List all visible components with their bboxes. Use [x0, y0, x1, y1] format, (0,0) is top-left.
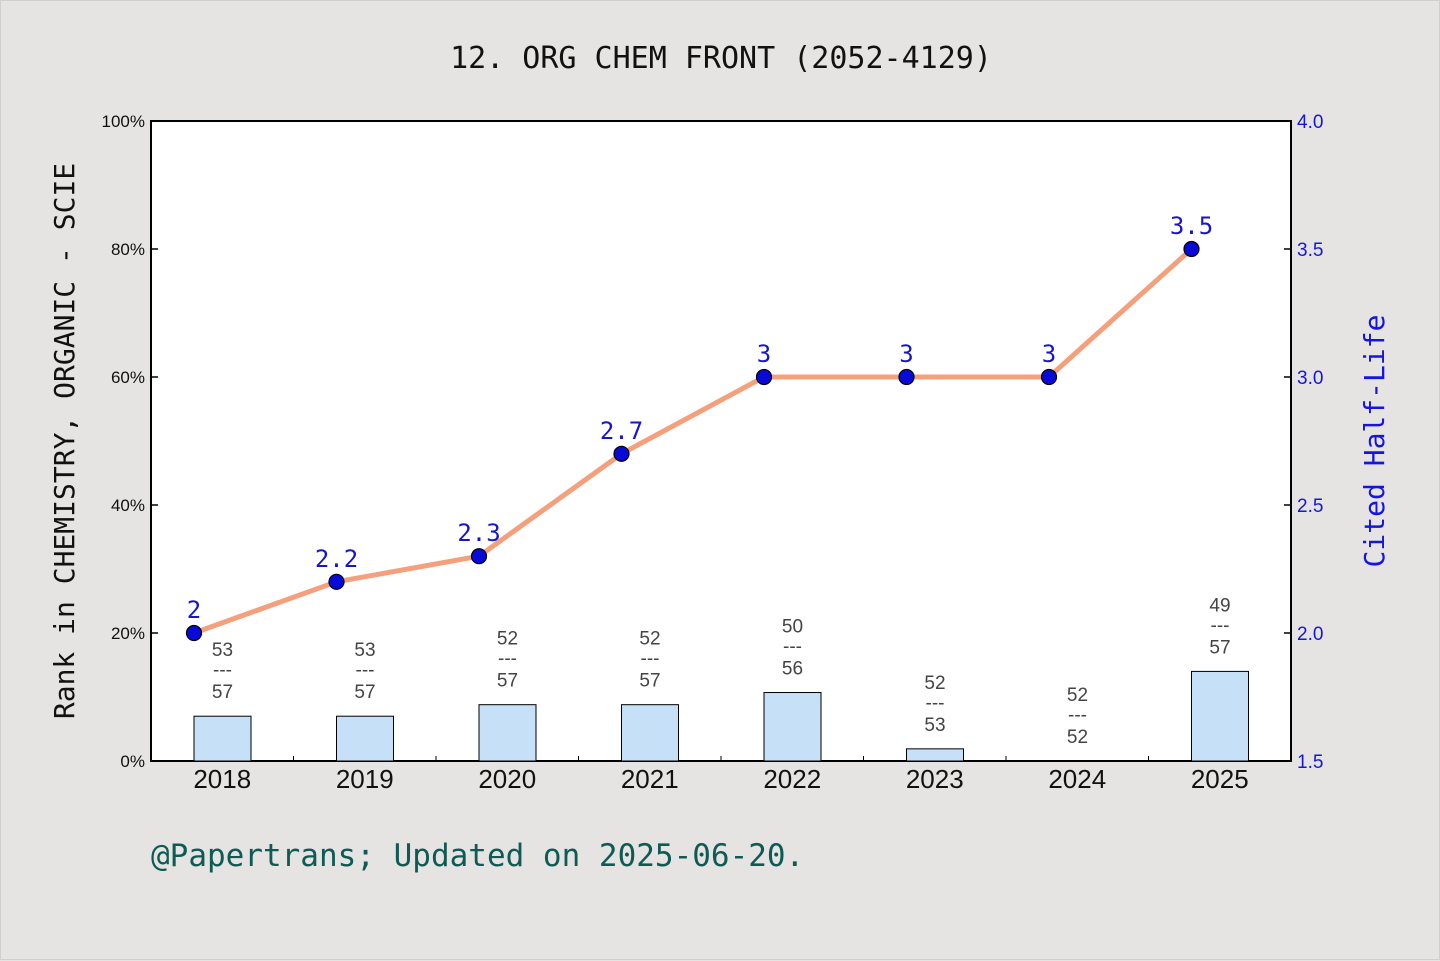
rank-total: 57: [497, 671, 518, 692]
y-tick-label: 80%: [111, 240, 145, 259]
rank-label: 53: [212, 640, 233, 661]
rank-separator: ---: [213, 660, 232, 681]
y2-tick-label: 2.5: [1297, 496, 1323, 517]
data-label: 3: [1042, 340, 1056, 368]
data-point: [185, 624, 203, 642]
y2-tick-label: 3.5: [1297, 240, 1323, 261]
rank-separator: ---: [1068, 705, 1087, 726]
data-point: [1040, 368, 1058, 386]
rank-total: 56: [782, 659, 803, 680]
footer-credit: @Papertrans; Updated on 2025-06-20.: [151, 838, 804, 874]
x-tick-label: 2019: [336, 764, 394, 794]
x-tick-label: 2021: [621, 764, 679, 794]
data-label: 2.2: [315, 545, 358, 573]
x-tick-label: 2025: [1191, 764, 1249, 794]
data-point: [328, 573, 345, 590]
rank-separator: ---: [1211, 615, 1230, 636]
rank-separator: ---: [498, 649, 517, 670]
rank-label: 52: [497, 629, 518, 650]
y2-tick-label: 3.0: [1297, 368, 1323, 389]
data-point: [470, 548, 488, 565]
y-tick-label: 40%: [111, 496, 145, 515]
y2-tick-label: 1.5: [1297, 752, 1323, 773]
y2-axis-label: Cited Half-Life: [1358, 315, 1391, 568]
plot-area: [150, 120, 1292, 762]
bar: [906, 748, 964, 762]
rank-label: 49: [1209, 595, 1230, 616]
data-label: 2.3: [457, 519, 500, 547]
data-label: 3: [757, 340, 771, 368]
rank-label: 52: [1067, 685, 1088, 706]
y2-tick-label: 4.0: [1297, 112, 1323, 133]
x-tick-label: 2023: [906, 764, 964, 794]
x-tick-label: 2018: [193, 764, 251, 794]
rank-label: 53: [354, 640, 375, 661]
bar: [193, 715, 252, 762]
series-line-cited-half-life: [193, 247, 1194, 636]
bar: [763, 692, 822, 762]
rank-separator: ---: [641, 649, 660, 670]
y2-tick-label: 2.0: [1297, 624, 1323, 645]
data-point: [613, 445, 630, 462]
chart-title: 12. ORG CHEM FRONT (2052-4129): [450, 41, 992, 76]
x-tick-label: 2020: [478, 764, 536, 794]
rank-label: 52: [639, 629, 660, 650]
data-point: [898, 368, 915, 386]
rank-label: 50: [782, 617, 803, 638]
data-label: 3: [899, 340, 913, 368]
data-point: [755, 368, 773, 386]
y-tick-label: 20%: [111, 624, 145, 643]
rank-separator: ---: [783, 637, 802, 658]
rank-total: 57: [354, 682, 375, 703]
rank-separator: ---: [926, 693, 945, 714]
y-tick-label: 60%: [111, 368, 145, 387]
y-tick-label: 100%: [102, 112, 145, 131]
bar: [621, 704, 679, 762]
data-point: [1183, 240, 1200, 258]
rank-total: 57: [639, 671, 660, 692]
data-label: 2: [187, 596, 201, 624]
y-tick-label: 0%: [120, 752, 145, 771]
bar: [336, 715, 394, 762]
rank-total: 52: [1067, 727, 1088, 748]
rank-total: 57: [1209, 637, 1230, 658]
data-label: 3.5: [1170, 212, 1213, 240]
x-tick-label: 2024: [1048, 764, 1106, 794]
rank-total: 53: [924, 715, 945, 736]
rank-separator: ---: [356, 660, 375, 681]
x-tick-label: 2022: [763, 764, 821, 794]
y-axis-label: Rank in CHEMISTRY, ORGANIC - SCIE: [48, 163, 81, 719]
data-label: 2.7: [600, 417, 643, 445]
rank-total: 57: [212, 682, 233, 703]
bar: [478, 704, 537, 762]
bar: [1191, 670, 1249, 762]
rank-label: 52: [924, 673, 945, 694]
